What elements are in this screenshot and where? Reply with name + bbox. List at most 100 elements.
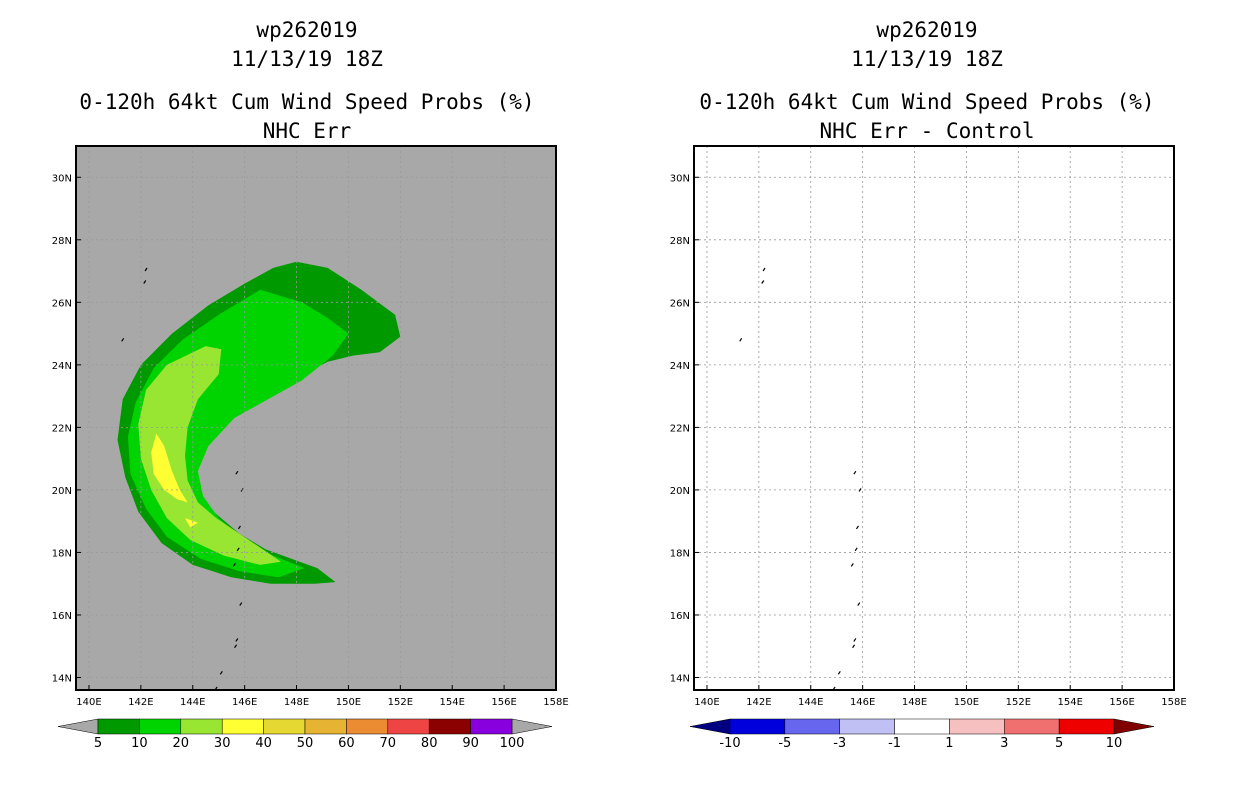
right-colorbar-label: -10 xyxy=(719,736,740,751)
left-colorbar-label: 80 xyxy=(421,736,438,751)
left-x-tick-label: 158E xyxy=(543,697,568,708)
left-x-tick-label: 156E xyxy=(491,697,516,708)
left-x-tick-label: 148E xyxy=(284,697,309,708)
left-colorbar-swatch xyxy=(470,718,513,735)
right-y-tick-label: 20N xyxy=(670,486,690,497)
right-island xyxy=(858,488,862,492)
right-y-tick-label: 26N xyxy=(670,298,690,309)
left-colorbar-swatch xyxy=(221,718,264,735)
left-x-tick-label: 146E xyxy=(232,697,257,708)
right-colorbar: -10 -5 -3 -1 1 3 5 10 xyxy=(689,718,1155,751)
right-y-tick-label: 22N xyxy=(670,423,690,434)
right-colorbar-label: -5 xyxy=(778,736,791,751)
left-colorbar-swatch xyxy=(387,718,430,735)
left-x-tick-label: 140E xyxy=(76,697,101,708)
left-datetime: 11/13/19 18Z xyxy=(231,47,383,71)
left-map-panel: 140E 142E 144E 146E 148E 150E 152E 154E 156E 158E… xyxy=(52,145,569,708)
left-colorbar-label: 90 xyxy=(462,736,479,751)
right-x-tick-label: 156E xyxy=(1109,697,1134,708)
left-island xyxy=(239,602,243,606)
left-x-tick-label: 144E xyxy=(180,697,205,708)
left-colorbar-label: 40 xyxy=(255,736,272,751)
right-y-tick-label: 14N xyxy=(670,673,690,684)
left-colorbar-swatch xyxy=(97,718,140,735)
left-y-tick-label: 24N xyxy=(52,361,72,372)
right-colorbar-swatch xyxy=(894,718,950,735)
right-x-tick-label: 158E xyxy=(1161,697,1186,708)
left-colorbar-label: 50 xyxy=(297,736,314,751)
left-island xyxy=(143,280,147,284)
right-map-frame xyxy=(693,145,1175,691)
right-island xyxy=(853,470,857,475)
right-x-tick-label: 152E xyxy=(1006,697,1031,708)
right-island xyxy=(854,547,858,552)
right-island xyxy=(837,670,841,675)
left-map-frame xyxy=(75,145,557,691)
left-island xyxy=(235,638,239,642)
left-island xyxy=(237,525,241,530)
right-datetime: 11/13/19 18Z xyxy=(851,47,1003,71)
probability-contour-p30 xyxy=(151,433,188,503)
left-colorbar-label: 70 xyxy=(380,736,397,751)
left-y-tick-label: 30N xyxy=(52,173,72,184)
right-colorbar-label: 1 xyxy=(945,736,953,751)
right-island xyxy=(762,267,766,272)
right-x-tick-label: 154E xyxy=(1058,697,1083,708)
left-colorbar-swatch xyxy=(346,718,389,735)
left-colorbar-swatch xyxy=(304,718,347,735)
right-colorbar-label: 10 xyxy=(1106,736,1123,751)
left-x-tick-label: 142E xyxy=(128,697,153,708)
left-x-tick-label: 152E xyxy=(388,697,413,708)
probability-contour-p30b xyxy=(185,518,198,528)
right-colorbar-over-arrow xyxy=(1113,718,1155,735)
left-island xyxy=(236,547,240,552)
left-y-tick-label: 16N xyxy=(52,611,72,622)
right-x-tick-label: 150E xyxy=(954,697,979,708)
right-colorbar-swatch xyxy=(1004,718,1060,735)
right-island xyxy=(739,338,743,342)
left-subtitle: NHC Err xyxy=(262,119,352,143)
left-y-tick-label: 20N xyxy=(52,486,72,497)
right-x-tick-label: 140E xyxy=(694,697,719,708)
left-y-tick-label: 28N xyxy=(52,236,72,247)
right-product-title: 0-120h 64kt Cum Wind Speed Probs (%) xyxy=(699,90,1155,114)
left-colorbar-under-arrow xyxy=(57,718,99,735)
left-colorbar-label: 60 xyxy=(338,736,355,751)
right-y-tick-label: 24N xyxy=(670,361,690,372)
left-island xyxy=(219,670,223,675)
probability-contour-p20 xyxy=(138,346,281,565)
left-colorbar-label: 20 xyxy=(173,736,190,751)
left-colorbar-swatch xyxy=(263,718,306,735)
left-colorbar-label: 5 xyxy=(94,736,102,751)
right-storm-id: wp262019 xyxy=(876,18,978,42)
left-colorbar-label: 10 xyxy=(131,736,148,751)
left-island xyxy=(121,338,125,342)
left-colorbar-over-arrow xyxy=(511,718,553,735)
left-colorbar-swatch xyxy=(180,718,223,735)
right-y-tick-label: 28N xyxy=(670,236,690,247)
right-subtitle: NHC Err - Control xyxy=(819,119,1035,143)
left-colorbar-label: 30 xyxy=(214,736,231,751)
left-island xyxy=(144,267,148,272)
right-map-background xyxy=(694,146,1174,690)
left-y-tick-label: 14N xyxy=(52,673,72,684)
right-colorbar-under-arrow xyxy=(689,718,731,735)
right-x-tick-label: 148E xyxy=(902,697,927,708)
left-island xyxy=(232,563,236,567)
left-x-tick-label: 154E xyxy=(440,697,465,708)
left-island xyxy=(234,644,238,649)
right-colorbar-label: 5 xyxy=(1055,736,1063,751)
left-y-tick-label: 26N xyxy=(52,298,72,309)
right-colorbar-swatch xyxy=(949,718,1005,735)
right-colorbar-swatch xyxy=(1058,718,1115,735)
right-map-panel: 140E 142E 144E 146E 148E 150E 152E 154E 156E 158E… xyxy=(670,145,1187,708)
right-y-tick-label: 18N xyxy=(670,548,690,559)
right-island xyxy=(855,525,859,530)
right-island xyxy=(857,602,861,606)
right-colorbar-swatch xyxy=(729,718,786,735)
left-colorbar-label: 100 xyxy=(500,736,525,751)
left-colorbar-swatch xyxy=(139,718,182,735)
right-x-tick-label: 144E xyxy=(798,697,823,708)
right-colorbar-label: -3 xyxy=(833,736,846,751)
left-product-title: 0-120h 64kt Cum Wind Speed Probs (%) xyxy=(79,90,535,114)
